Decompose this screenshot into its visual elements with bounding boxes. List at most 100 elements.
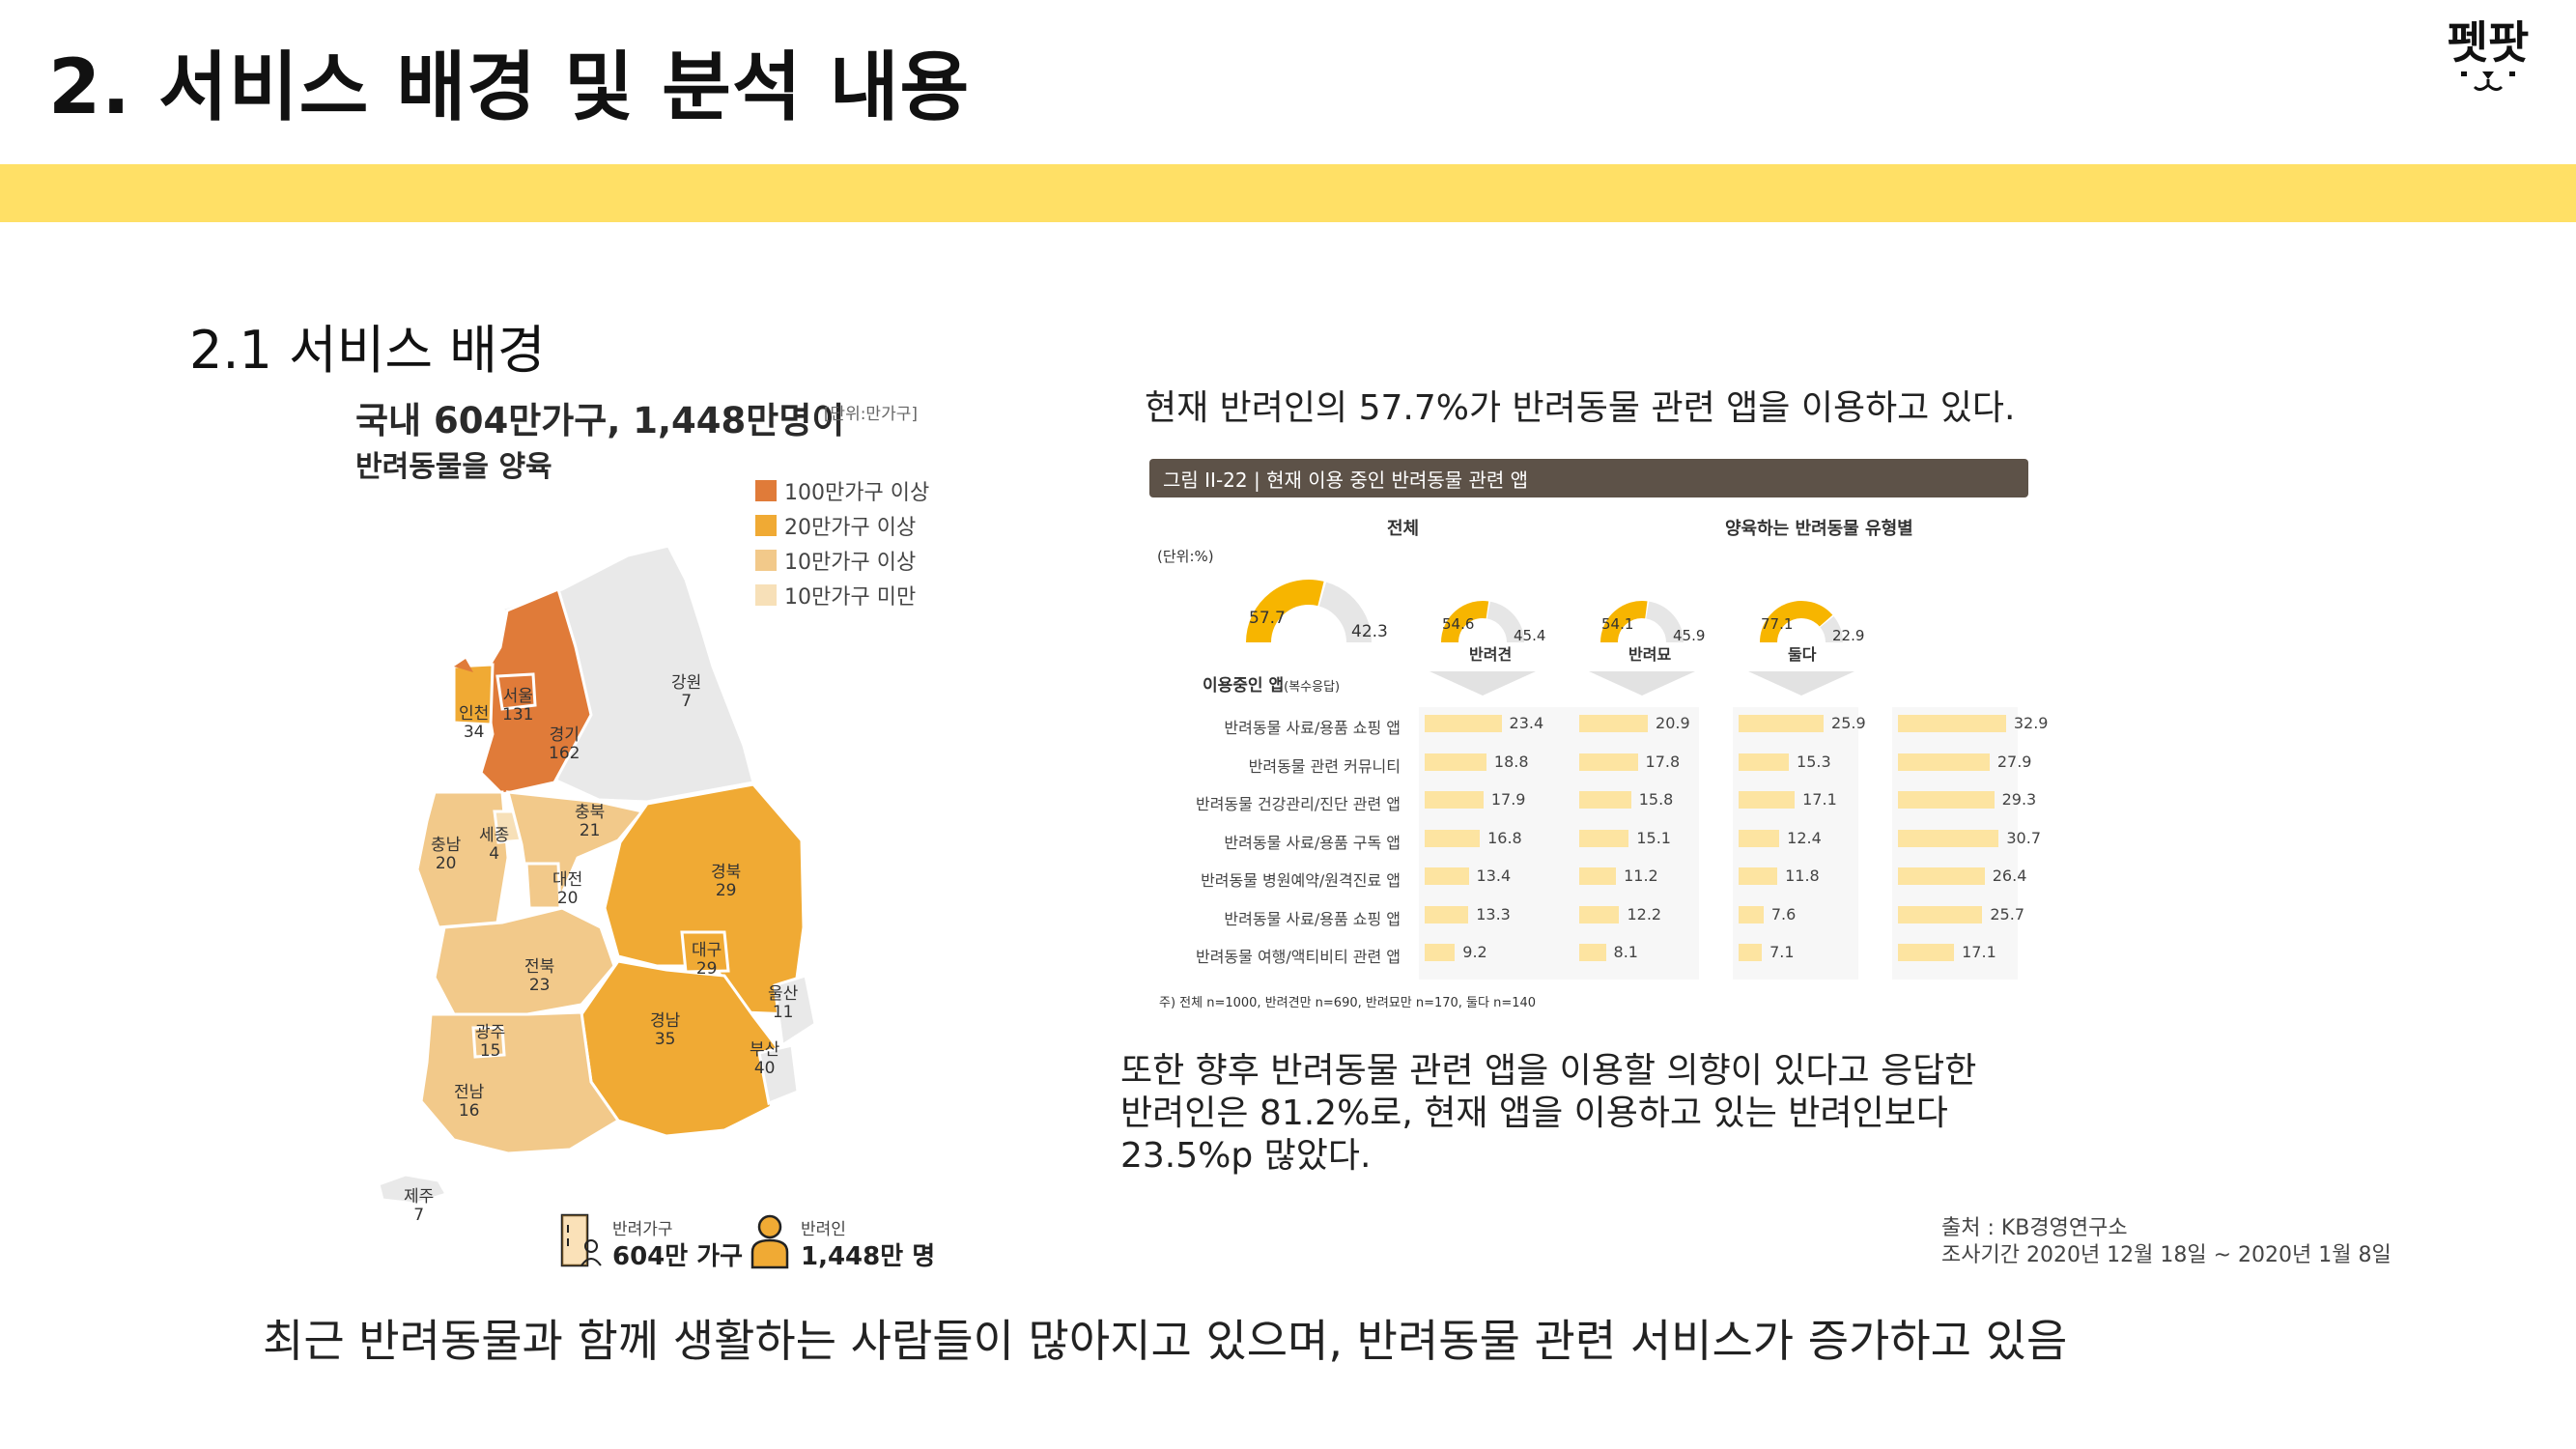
korea-map [377,544,817,1206]
legend-swatch [755,550,777,571]
usage-bar-value: 17.9 [1490,790,1526,809]
donut-yes-arc [1441,601,1489,643]
map-headline-c: 이 [811,400,845,441]
donut-yes-label: 57.7 [1249,609,1286,628]
intro-text: 현재 반려인의 57.7%가 반려동물 관련 앱을 이용하고 있다. [1145,388,2016,428]
region-gyeongbuk [603,782,806,1016]
stat-households: 반려가구 604만 가구 [560,1208,743,1275]
stat-households-value: 604만 가구 [612,1242,744,1271]
legend-swatch [755,515,777,536]
usage-bar [1579,905,1620,923]
donut-name: 반려견 [1469,645,1512,664]
usage-bar [1898,829,1999,847]
donut-0: 57.7 42.3 [1246,580,1388,643]
group-total-label: 전체 [1387,519,1420,539]
usage-bar [1898,867,1985,885]
map-headline-a: 국내 [355,400,434,441]
figure-unit: (단위:%) [1157,548,1214,565]
usage-bar-value: 11.8 [1785,867,1820,885]
usage-bar [1425,791,1484,809]
usage-bar-value: 11.2 [1624,867,1658,885]
figure-caption-bar: 그림 II-22 | 현재 이용 중인 반려동물 관련 앱 [1149,459,2028,497]
map-headline-b: 604만가구, 1,448만명 [433,400,812,441]
stat-households-label: 반려가구 [612,1220,673,1239]
region-jeonnam [419,1010,621,1155]
usage-bar [1425,905,1469,923]
usage-bar-value: 15.8 [1638,790,1674,809]
source-line: 조사기간 2020년 12월 18일 ~ 2020년 1월 8일 [1941,1243,2392,1267]
usage-bar-value: 12.2 [1627,904,1662,923]
usage-bar-value: 17.1 [1962,943,1996,961]
usage-bar [1425,867,1469,885]
usage-bar-value: 15.1 [1636,828,1671,847]
region-seoul [495,672,537,711]
usage-bar-value: 7.6 [1770,904,1797,923]
stat-owners: 반려인 1,448만 명 [749,1208,935,1275]
usage-bar [1739,715,1825,732]
region-jeju [377,1173,449,1206]
usage-bar-value: 8.1 [1613,943,1638,961]
region-label-gyeongnam: 경남 35 [650,1011,681,1049]
usage-bar [1898,905,1983,923]
usage-bar-value: 7.1 [1769,943,1795,961]
usage-bar [1739,867,1778,885]
usage-label: 이용중인 앱(복수응답) [1203,676,1341,696]
usage-bar [1739,829,1780,847]
region-label-gyeongbuk: 경북 29 [711,863,742,900]
usage-bar [1898,715,2006,732]
usage-bar [1898,944,1955,961]
map-stats: 반려가구 604만 가구 반려인 1,448만 명 [560,1208,935,1275]
map-headline: 국내 604만가구, 1,448만명이 반려동물을 양육 [355,398,844,491]
legend-item: 10만가구 이상 [755,545,916,575]
usage-bar-value: 32.9 [2013,714,2049,732]
donut-yes-label: 77.1 [1761,615,1793,633]
region-label-incheon: 인천 34 [459,704,490,742]
legend-label: 10만가구 미만 [784,585,917,610]
usage-bar [1425,829,1481,847]
bar-row-label: 반려동물 사료/용품 구독 앱 [1224,833,1401,852]
donut-no-arc [1820,615,1843,643]
region-label-seoul: 서울 131 [502,687,534,724]
usage-bar [1739,791,1796,809]
logo-text: 펫팟 [2447,16,2530,69]
donut-no-label: 45.4 [1514,627,1545,644]
stat-owners-value: 1,448만 명 [801,1242,936,1271]
household-icon [560,1213,602,1267]
usage-bar-value: 9.2 [1462,943,1487,961]
donut-yes-arc [1600,601,1648,643]
usage-bar-value: 13.4 [1476,867,1512,885]
down-arrow-icon [1589,671,1695,696]
donut-no-arc [1318,582,1372,643]
usage-bar [1425,715,1502,732]
region-label-jeonbuk: 전북 23 [524,957,555,995]
region-label-gyeonggi: 경기 162 [549,725,580,763]
donut-no-label: 22.9 [1832,627,1864,644]
stat-owners-label: 반려인 [801,1220,846,1239]
usage-bar-value: 25.9 [1831,714,1866,732]
group-pets-label: 양육하는 반려동물 유형별 [1725,519,1913,539]
region-label-jeju: 제주 7 [404,1187,435,1225]
usage-bar-value: 27.9 [1996,752,2032,771]
source-note: 출처 : KB경영연구소 조사기간 2020년 12월 18일 ~ 2020년 … [1941,1215,2392,1269]
usage-bar-value: 29.3 [2001,790,2037,809]
legend-item: 100만가구 이상 [755,475,929,505]
usage-bar [1579,944,1606,961]
figure-caption: 그림 II-22 | 현재 이용 중인 반려동물 관련 앱 [1163,469,1529,492]
donut-name: 반려묘 [1628,645,1671,664]
dog-face-icon [2461,71,2515,92]
usage-bar [1898,753,1990,771]
usage-bar [1425,944,1456,961]
donut-yes-label: 54.6 [1442,615,1474,633]
usage-bar-value: 15.3 [1797,752,1831,771]
usage-bar-value: 23.4 [1509,714,1544,732]
donut-no-arc [1486,601,1524,643]
usage-bars: 반려동물 사료/용품 쇼핑 앱 반려동물 관련 커뮤니티 반려동물 건강관리/진단 … [1149,459,2052,1024]
logo: 펫팟 [2435,17,2541,104]
person-icon [750,1214,789,1269]
followup-line: 반려인은 81.2%로, 현재 앱을 이용하고 있는 반려인보다 [1120,1094,1948,1133]
legend-swatch [755,584,777,606]
bar-row-label: 반려동물 사료/용품 쇼핑 앱 [1224,909,1401,928]
region-incheon-islands [454,659,473,672]
usage-bar [1739,905,1764,923]
usage-bar-value: 13.3 [1476,904,1511,923]
